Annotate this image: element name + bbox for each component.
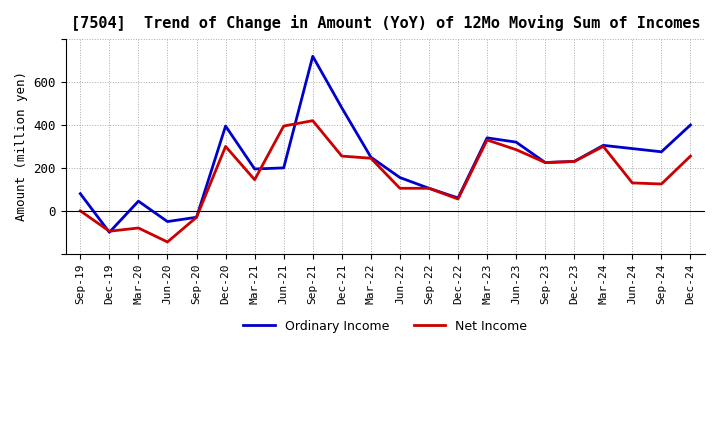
Net Income xyxy=(105,228,114,234)
Net Income xyxy=(395,186,404,191)
Y-axis label: Amount (million yen): Amount (million yen) xyxy=(15,71,28,221)
Ordinary Income xyxy=(686,122,695,128)
Ordinary Income xyxy=(163,219,172,224)
Net Income xyxy=(425,186,433,191)
Net Income xyxy=(628,180,636,186)
Legend: Ordinary Income, Net Income: Ordinary Income, Net Income xyxy=(238,315,532,337)
Ordinary Income xyxy=(221,123,230,128)
Ordinary Income xyxy=(599,143,608,148)
Ordinary Income xyxy=(134,198,143,204)
Ordinary Income xyxy=(251,166,259,172)
Net Income xyxy=(308,118,317,123)
Ordinary Income xyxy=(192,215,201,220)
Ordinary Income xyxy=(541,160,549,165)
Ordinary Income xyxy=(308,54,317,59)
Line: Ordinary Income: Ordinary Income xyxy=(81,56,690,232)
Net Income xyxy=(134,225,143,231)
Net Income xyxy=(76,208,85,213)
Line: Net Income: Net Income xyxy=(81,121,690,242)
Net Income xyxy=(251,177,259,182)
Net Income xyxy=(541,160,549,165)
Ordinary Income xyxy=(366,154,375,160)
Ordinary Income xyxy=(338,105,346,110)
Net Income xyxy=(570,159,579,164)
Net Income xyxy=(657,181,666,187)
Net Income xyxy=(599,144,608,149)
Net Income xyxy=(192,215,201,220)
Ordinary Income xyxy=(76,191,85,196)
Net Income xyxy=(483,137,492,143)
Ordinary Income xyxy=(105,230,114,235)
Net Income xyxy=(366,156,375,161)
Ordinary Income xyxy=(395,175,404,180)
Net Income xyxy=(512,147,521,152)
Ordinary Income xyxy=(657,149,666,154)
Ordinary Income xyxy=(483,135,492,140)
Ordinary Income xyxy=(454,195,462,201)
Ordinary Income xyxy=(570,159,579,164)
Ordinary Income xyxy=(628,146,636,151)
Net Income xyxy=(163,239,172,245)
Net Income xyxy=(338,154,346,159)
Ordinary Income xyxy=(512,139,521,145)
Title: [7504]  Trend of Change in Amount (YoY) of 12Mo Moving Sum of Incomes: [7504] Trend of Change in Amount (YoY) o… xyxy=(71,15,701,31)
Net Income xyxy=(221,144,230,149)
Net Income xyxy=(279,123,288,128)
Ordinary Income xyxy=(279,165,288,171)
Net Income xyxy=(686,154,695,159)
Ordinary Income xyxy=(425,186,433,191)
Net Income xyxy=(454,196,462,202)
